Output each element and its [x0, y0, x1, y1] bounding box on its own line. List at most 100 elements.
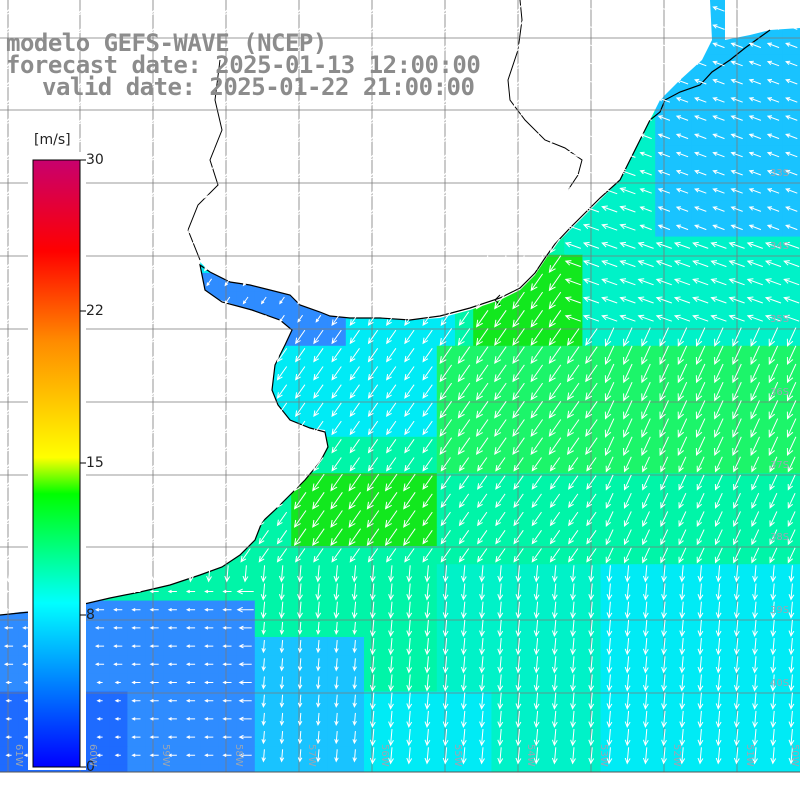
- wind-arrow: [22, 56, 33, 72]
- wind-arrow: [585, 364, 598, 383]
- wind-arrow: [714, 418, 724, 438]
- wind-arrow: [316, 640, 321, 654]
- wind-arrow: [258, 493, 269, 509]
- wind-arrow: [786, 345, 797, 366]
- wind-arrow: [479, 692, 485, 710]
- wind-arrow: [349, 184, 360, 199]
- wind-arrow: [349, 275, 360, 290]
- wind-arrow: [131, 311, 142, 327]
- wind-arrow: [94, 530, 106, 545]
- wind-arrow: [386, 202, 397, 217]
- wind-arrow: [568, 475, 579, 490]
- wind-arrow: [406, 638, 413, 656]
- wind-arrow: [295, 93, 306, 108]
- wind-arrow: [113, 75, 124, 90]
- wind-arrow: [642, 692, 649, 710]
- wind-arrow: [424, 729, 431, 747]
- wind-arrow: [733, 583, 740, 601]
- wind-arrow: [351, 601, 358, 619]
- wind-arrow: [513, 129, 524, 145]
- wind-arrow: [457, 346, 471, 365]
- wind-arrow: [149, 257, 160, 272]
- wind-arrow: [786, 436, 797, 457]
- wind-arrow: [675, 151, 689, 158]
- wind-arrow: [185, 2, 197, 17]
- wind-arrow: [748, 24, 762, 30]
- wind-arrow: [549, 166, 561, 181]
- wind-arrow: [367, 384, 379, 399]
- wind-arrow: [515, 638, 522, 656]
- wind-arrow: [349, 311, 360, 327]
- wind-arrow: [149, 493, 160, 509]
- wind-arrow: [330, 492, 343, 510]
- wind-arrow: [312, 492, 325, 510]
- wind-arrow: [349, 75, 360, 90]
- wind-arrow: [204, 56, 215, 72]
- wind-arrow: [113, 147, 124, 163]
- wind-arrow: [531, 202, 542, 217]
- wind-arrow: [457, 382, 471, 401]
- wind-arrow: [113, 202, 124, 217]
- wind-speed-cell: [728, 764, 747, 772]
- wind-arrow: [76, 129, 87, 145]
- wind-arrow: [531, 184, 542, 199]
- wind-arrow: [58, 111, 69, 126]
- wind-arrow: [442, 565, 449, 583]
- wind-arrow: [715, 583, 722, 601]
- wind-arrow: [404, 184, 415, 199]
- wind-arrow: [748, 169, 762, 176]
- wind-arrow: [349, 166, 360, 181]
- wind-arrow: [331, 348, 342, 363]
- wind-arrow: [386, 56, 397, 72]
- wind-arrow: [513, 20, 524, 35]
- wind-arrow: [751, 492, 760, 509]
- wind-arrow: [495, 56, 506, 72]
- wind-arrow: [477, 238, 488, 254]
- wind-arrow: [333, 583, 340, 601]
- wind-arrow: [475, 364, 489, 383]
- wind-arrow: [733, 456, 741, 473]
- wind-arrow: [697, 674, 704, 692]
- wind-arrow: [422, 129, 433, 145]
- wind-arrow: [604, 400, 615, 420]
- wind-arrow: [533, 638, 540, 656]
- wind-arrow: [692, 241, 709, 249]
- wind-arrow: [204, 662, 214, 667]
- wind-arrow: [770, 729, 777, 747]
- wind-arrow: [497, 619, 504, 638]
- wind-arrow: [404, 2, 415, 17]
- wind-arrow: [185, 644, 196, 648]
- wind-arrow: [477, 38, 488, 54]
- wind-arrow: [149, 184, 160, 199]
- colorbar-tick-label: 15: [86, 455, 104, 471]
- wind-arrow: [660, 492, 669, 509]
- wind-arrow: [3, 457, 15, 472]
- wind-arrow: [439, 328, 453, 346]
- wind-arrow: [748, 60, 762, 67]
- wind-speed-cell: [291, 764, 310, 772]
- wind-arrow: [752, 674, 758, 692]
- wind-arrow: [404, 147, 415, 163]
- wind-arrow: [22, 129, 33, 145]
- wind-arrow: [386, 2, 397, 17]
- wind-arrow: [733, 565, 740, 583]
- wind-arrow: [22, 20, 33, 35]
- wind-arrow: [349, 402, 360, 418]
- wind-arrow: [3, 275, 15, 290]
- wind-arrow: [94, 420, 106, 436]
- wind-arrow: [440, 75, 451, 90]
- wind-arrow: [222, 626, 232, 630]
- wind-arrow: [367, 257, 379, 272]
- wind-arrow: [312, 473, 325, 492]
- wind-arrow: [712, 188, 725, 194]
- wind-arrow: [533, 692, 540, 710]
- wind-arrow: [334, 712, 339, 727]
- wind-arrow: [548, 291, 562, 310]
- wind-arrow: [131, 111, 142, 126]
- wind-arrow: [279, 694, 285, 708]
- wind-arrow: [3, 293, 15, 308]
- wind-arrow: [276, 147, 288, 163]
- wind-arrow: [204, 2, 215, 17]
- wind-arrow: [313, 75, 324, 90]
- wind-speed-cell: [618, 764, 638, 772]
